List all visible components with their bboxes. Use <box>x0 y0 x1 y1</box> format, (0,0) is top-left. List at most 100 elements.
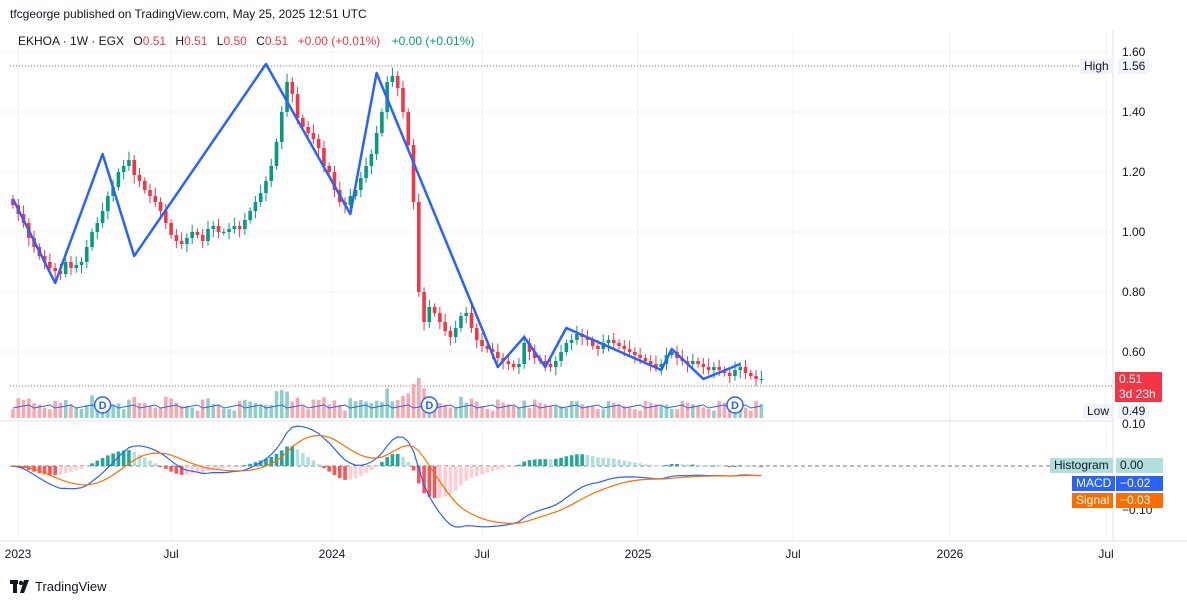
last-price-tag: 0.51 <box>1115 372 1162 387</box>
candle-body <box>269 166 274 181</box>
candle-body <box>453 328 458 337</box>
histogram-bar <box>153 463 158 466</box>
time-axis[interactable]: 2023 Jul 2024 Jul 2025 Jul 2026 Jul <box>5 547 1114 561</box>
volume-bar <box>121 409 126 418</box>
candle-body <box>490 349 495 352</box>
low-label: L <box>216 34 224 48</box>
time-tick-label: Jul <box>1098 547 1113 561</box>
volume-bar <box>606 401 611 418</box>
candle-body <box>448 331 453 337</box>
volume-bar <box>153 407 158 418</box>
histogram-bar <box>359 466 363 477</box>
histogram-bar <box>385 457 389 466</box>
histogram-bar <box>675 464 679 466</box>
volume-bar <box>285 391 289 418</box>
histogram-bar <box>585 454 590 466</box>
histogram-bar <box>422 466 426 494</box>
volume-bar <box>264 404 268 418</box>
candle-body <box>106 196 110 211</box>
histogram-bar <box>401 456 405 466</box>
volume-bar <box>643 401 648 418</box>
candle-body <box>401 88 405 112</box>
candle-body <box>759 379 764 380</box>
histogram-bar <box>264 458 268 466</box>
volume-bar <box>132 397 137 418</box>
histogram-bar <box>48 466 52 475</box>
histogram-bar <box>311 460 316 466</box>
histogram-bar <box>290 446 295 466</box>
candle-body <box>348 196 353 205</box>
low-tag-value: 0.49 <box>1118 404 1150 419</box>
histogram-bar <box>527 460 532 466</box>
histogram-bar <box>84 466 89 467</box>
volume-bar <box>485 409 490 418</box>
price-axis[interactable]: 1.601.401.201.000.800.600.100.00 <box>1122 45 1146 473</box>
histogram-bar <box>337 466 342 479</box>
volume-bar <box>222 408 226 418</box>
histogram-bar <box>627 461 632 466</box>
candle-body <box>211 226 216 229</box>
footer-brand[interactable]: TradingView <box>10 579 107 594</box>
histogram-bar <box>522 461 526 466</box>
dividend-marker[interactable]: D <box>93 396 112 414</box>
histogram-bar <box>258 460 263 466</box>
volume-bar <box>438 403 442 418</box>
volume-bar <box>601 409 606 418</box>
volume-bar <box>290 401 295 418</box>
volume-bar <box>185 406 189 418</box>
volume-bar <box>84 405 89 418</box>
volume-bar <box>638 410 642 418</box>
histogram-bar <box>42 466 47 475</box>
histogram-bar <box>216 466 221 469</box>
volume-bar <box>380 402 384 418</box>
histogram-bar <box>691 464 695 466</box>
candle-body <box>459 316 463 328</box>
histogram-bar <box>74 466 79 471</box>
volume-bar <box>496 399 500 418</box>
volume-bar <box>237 401 242 418</box>
candle-body <box>185 238 189 244</box>
volume-bar <box>554 406 558 418</box>
volume-bar <box>548 405 553 418</box>
histogram-bar <box>517 464 521 466</box>
volume-bar <box>754 401 758 418</box>
histogram-bar <box>353 466 358 479</box>
histogram-bar <box>37 466 42 474</box>
candle-body <box>227 229 231 232</box>
histogram-bar <box>285 446 289 466</box>
histogram-bar <box>590 455 595 466</box>
dividend-marker[interactable]: D <box>420 396 439 414</box>
dividend-marker-circle <box>726 396 744 414</box>
price-tick-label: 1.40 <box>1122 105 1146 119</box>
histogram-bar <box>158 466 163 467</box>
low-value: 0.50 <box>223 34 247 48</box>
volume-bar <box>680 401 685 418</box>
histogram-bar <box>543 459 548 466</box>
volume-bar <box>411 383 416 418</box>
volume-bar <box>395 400 400 418</box>
volume-bar <box>27 398 31 418</box>
volume-bar <box>696 405 700 418</box>
volume-bar <box>369 403 374 418</box>
volume-bar <box>669 409 674 418</box>
histogram-bar <box>474 466 479 476</box>
volume-bar <box>301 406 305 418</box>
histogram-bar <box>696 464 700 466</box>
dividend-marker[interactable]: D <box>726 396 744 414</box>
candle-body <box>11 199 15 205</box>
high-tag-label: High <box>1080 59 1113 74</box>
ohlc-legend[interactable]: EKHOA · 1W · EGX O0.51 H0.51 L0.50 C0.51… <box>18 34 474 48</box>
volume-bar <box>111 404 115 418</box>
volume-bar <box>243 399 247 418</box>
candle-body <box>369 154 374 166</box>
volume-bar <box>464 402 469 418</box>
histogram-bar <box>248 463 252 466</box>
symbol-label[interactable]: EKHOA · 1W · EGX <box>18 34 125 48</box>
candle-body <box>84 247 89 262</box>
histogram-bar <box>643 464 648 466</box>
volume-bar <box>633 409 637 418</box>
signal-tag-value: −0.03 <box>1116 493 1163 508</box>
candle-body <box>232 226 237 229</box>
candle-body <box>306 127 310 133</box>
